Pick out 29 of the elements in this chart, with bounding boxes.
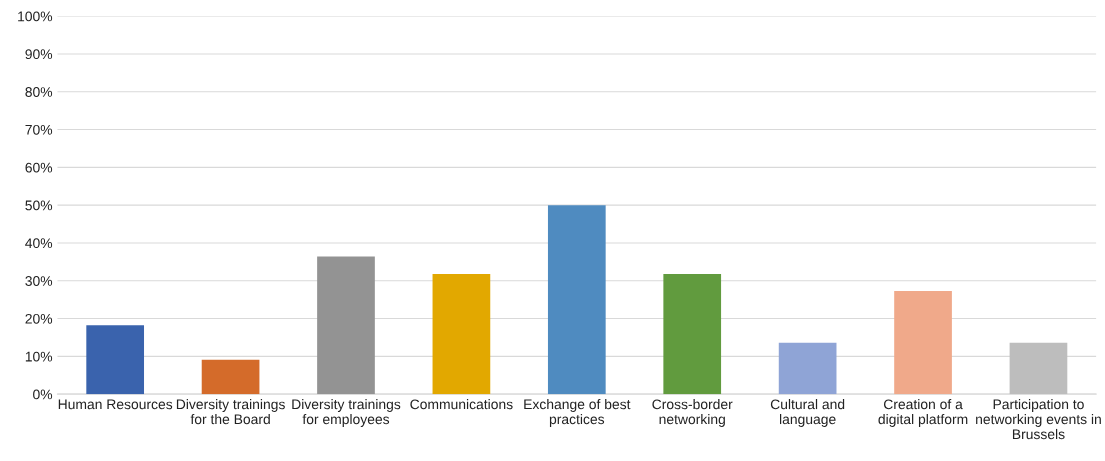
- y-tick-label: 60%: [25, 162, 53, 173]
- bar: [432, 273, 491, 395]
- x-tick-label: Participation to networking events in Brussels: [976, 399, 1101, 440]
- x-tick-label: Creation of a digital platform: [878, 399, 968, 427]
- x-tick-label: Cross-border networking: [652, 399, 733, 427]
- y-tick-label: 50%: [25, 200, 53, 211]
- bar: [663, 273, 722, 395]
- y-tick-label: 90%: [25, 49, 53, 60]
- x-tick-label: Human Resources: [58, 399, 173, 410]
- y-tick-label: 80%: [25, 87, 53, 97]
- y-tick-label: 30%: [25, 276, 53, 286]
- x-tick-label: Diversity trainings for the Board: [176, 399, 285, 425]
- bar: [317, 256, 375, 395]
- bar: [86, 325, 145, 395]
- x-tick-label: Communications: [410, 399, 513, 410]
- x-tick-label: Diversity trainings for employees: [292, 399, 401, 427]
- bar: [894, 290, 952, 395]
- bar: [201, 359, 260, 395]
- y-tick-label: 100%: [18, 11, 53, 22]
- y-tick-label: 0%: [33, 389, 53, 400]
- bar: [778, 342, 837, 395]
- y-tick-label: 70%: [25, 124, 53, 135]
- bar: [547, 205, 606, 395]
- y-tick-label: 20%: [25, 313, 53, 324]
- bar: [1009, 342, 1068, 395]
- y-tick-label: 40%: [25, 238, 53, 249]
- y-tick-label: 10%: [25, 351, 53, 362]
- x-tick-label: Cultural and language: [770, 399, 845, 427]
- x-tick-label: Exchange of best practices: [524, 399, 631, 427]
